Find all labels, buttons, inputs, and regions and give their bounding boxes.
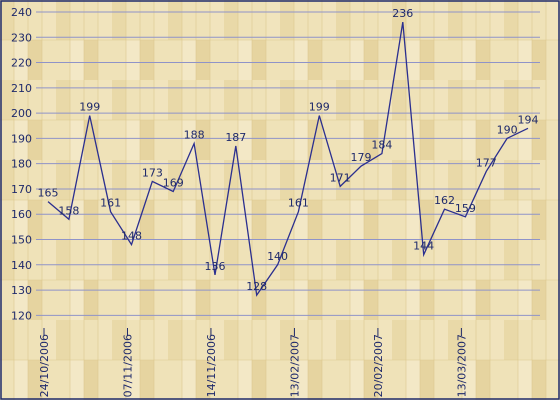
y-tick-label: 230: [11, 31, 32, 44]
data-label: 161: [100, 197, 121, 210]
data-label: 177: [476, 156, 497, 169]
data-label: 144: [413, 240, 434, 253]
y-tick-label: 210: [11, 82, 32, 95]
data-label: 148: [121, 230, 142, 243]
data-label: 236: [392, 7, 413, 20]
y-tick-label: 130: [11, 284, 32, 297]
y-axis-ticks: 120 130 140 150 160 170 180 190 200 210 220 230 240: [11, 6, 32, 322]
y-tick-label: 120: [11, 309, 32, 322]
data-label: 171: [330, 171, 351, 184]
data-label: 179: [351, 151, 372, 164]
data-label: 140: [267, 250, 288, 263]
data-label: 158: [58, 204, 79, 217]
data-label: 199: [309, 101, 330, 114]
x-tick-label: 13/02/2007: [288, 334, 301, 397]
data-label: 159: [455, 202, 476, 215]
data-label: 184: [371, 139, 392, 152]
x-tick-label: 20/02/2007: [372, 334, 385, 397]
y-tick-label: 180: [11, 158, 32, 171]
y-tick-label: 190: [11, 132, 32, 145]
x-tick-label: 14/11/2006: [205, 334, 218, 397]
data-label: 161: [288, 197, 309, 210]
data-label: 173: [142, 166, 163, 179]
data-label: 169: [163, 176, 184, 189]
data-label: 162: [434, 194, 455, 207]
x-tick-label: 13/03/2007: [455, 334, 468, 397]
x-tick-label: 07/11/2006: [121, 334, 134, 397]
y-tick-label: 150: [11, 234, 32, 247]
y-tick-label: 160: [11, 208, 32, 221]
y-tick-label: 200: [11, 107, 32, 120]
data-label: 199: [79, 101, 100, 114]
data-label: 187: [225, 131, 246, 144]
data-label: 136: [204, 260, 225, 273]
y-tick-label: 240: [11, 6, 32, 19]
x-axis-ticks: 24/10/2006 07/11/2006 14/11/2006 13/02/2007…: [38, 328, 468, 397]
data-label: 190: [497, 123, 518, 136]
y-tick-label: 170: [11, 183, 32, 196]
data-label: 194: [518, 113, 539, 126]
data-label: 165: [38, 187, 59, 200]
data-label: 188: [184, 128, 205, 141]
data-label: 128: [246, 280, 267, 293]
grid-lines: [36, 11, 540, 316]
y-tick-label: 220: [11, 57, 32, 70]
series-line: [47, 21, 529, 297]
y-tick-label: 140: [11, 259, 32, 272]
x-tick-label: 24/10/2006: [38, 334, 51, 397]
